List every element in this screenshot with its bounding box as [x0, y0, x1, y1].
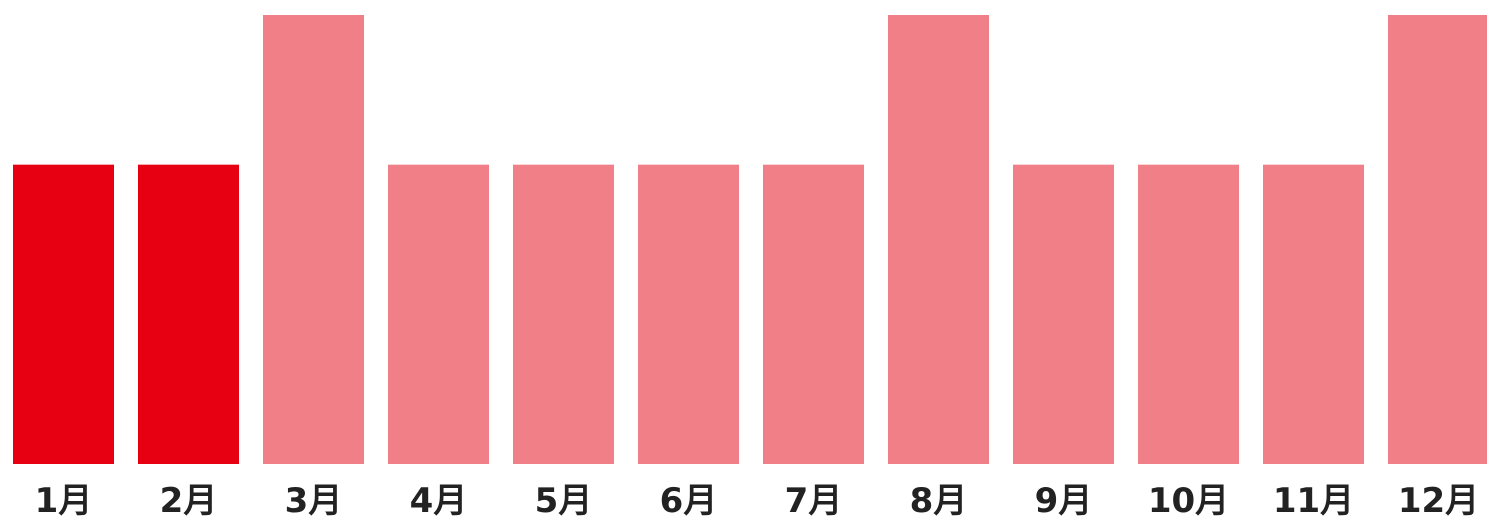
bar-5 [513, 164, 614, 464]
x-tick-label-1: 1月 [35, 481, 93, 521]
bar-4 [388, 164, 489, 464]
bar-7 [763, 164, 864, 464]
x-tick-label-10: 10月 [1148, 481, 1229, 521]
x-tick-label-11: 11月 [1273, 481, 1354, 521]
bars-group [13, 15, 1487, 464]
x-tick-label-7: 7月 [785, 481, 843, 521]
bar-3 [263, 15, 364, 464]
bar-12 [1388, 15, 1487, 464]
bar-8 [888, 15, 989, 464]
x-tick-label-6: 6月 [660, 481, 718, 521]
x-tick-label-9: 9月 [1035, 481, 1093, 521]
bar-10 [1138, 164, 1239, 464]
x-tick-label-8: 8月 [910, 481, 968, 521]
x-tick-label-3: 3月 [285, 481, 343, 521]
x-tick-label-4: 4月 [410, 481, 468, 521]
bar-11 [1263, 164, 1364, 464]
x-tick-label-2: 2月 [160, 481, 218, 521]
x-tick-label-5: 5月 [535, 481, 593, 521]
tick-labels-group: 1月 2月 3月 4月 5月 6月 7月 8月 9月 10月 11月 12月 [35, 481, 1480, 521]
x-tick-label-12: 12月 [1398, 481, 1479, 521]
bar-2 [138, 164, 239, 464]
bar-1 [13, 164, 114, 464]
bar-6 [638, 164, 739, 464]
bar-9 [1013, 164, 1114, 464]
